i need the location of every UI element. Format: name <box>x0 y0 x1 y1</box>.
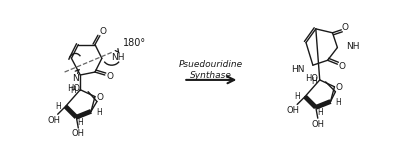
Text: O: O <box>342 23 349 32</box>
Text: H: H <box>317 108 323 117</box>
Text: NH: NH <box>346 42 360 51</box>
Text: H: H <box>336 98 341 107</box>
Text: HN: HN <box>292 65 305 74</box>
Text: N: N <box>72 74 79 83</box>
Text: NH: NH <box>111 53 124 62</box>
Text: OH: OH <box>287 106 300 115</box>
Text: H: H <box>294 92 300 101</box>
Text: HO: HO <box>305 74 318 83</box>
Text: H: H <box>55 102 60 111</box>
Text: Psuedouridine
Synthase: Psuedouridine Synthase <box>179 60 243 80</box>
Text: HO: HO <box>67 84 80 93</box>
Text: H: H <box>70 86 76 95</box>
Text: O: O <box>99 27 106 36</box>
Text: 180°: 180° <box>124 38 146 48</box>
Text: H: H <box>77 118 83 127</box>
Text: OH: OH <box>47 116 60 125</box>
Text: OH: OH <box>311 120 324 129</box>
Text: O: O <box>96 93 103 102</box>
Text: H: H <box>96 108 102 117</box>
Text: O: O <box>106 72 113 81</box>
Text: O: O <box>339 62 346 71</box>
Text: OH: OH <box>72 129 85 138</box>
Text: H: H <box>311 77 317 86</box>
Text: O: O <box>336 83 343 92</box>
